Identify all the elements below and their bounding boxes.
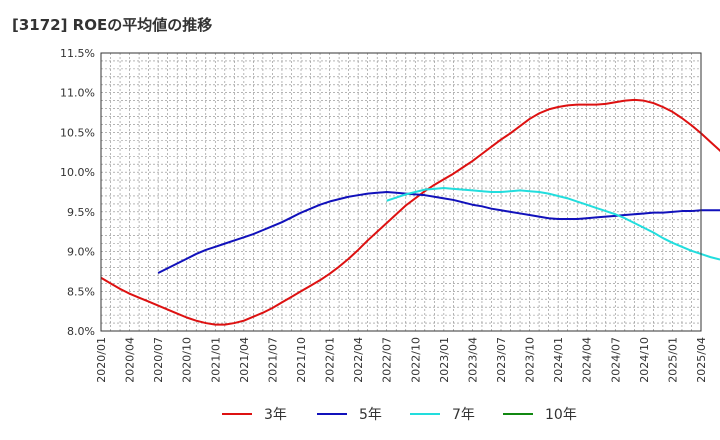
- legend-label: 10年: [545, 407, 577, 423]
- x-tick-label: 2024/04: [581, 337, 594, 383]
- legend-label: 5年: [359, 407, 382, 423]
- x-tick-label: 2022/10: [409, 337, 422, 383]
- y-tick-label: 11.5%: [60, 47, 95, 60]
- x-tick-label: 2021/10: [295, 337, 308, 383]
- legend: 3年 5年 7年 10年: [222, 407, 577, 423]
- series-lines: [100, 98, 720, 326]
- y-tick-label: 9.0%: [67, 246, 95, 259]
- x-tick-label: 2025/04: [695, 337, 708, 383]
- x-axis-ticks: 2020/01 2020/04 2020/07 2020/10 2021/01 2021/…: [95, 337, 708, 383]
- y-tick-label: 10.5%: [60, 126, 95, 139]
- y-axis-ticks: 8.0% 8.5% 9.0% 9.5% 10.0% 10.5% 11.0% 11.5%: [60, 47, 95, 338]
- legend-label: 3年: [264, 407, 287, 423]
- x-tick-label: 2024/07: [609, 337, 622, 383]
- y-tick-label: 9.5%: [67, 206, 95, 219]
- x-tick-label: 2020/10: [181, 337, 194, 383]
- y-tick-label: 8.5%: [67, 285, 95, 298]
- x-tick-label: 2025/01: [666, 337, 679, 383]
- x-tick-label: 2023/01: [438, 337, 451, 383]
- x-tick-label: 2021/07: [266, 337, 279, 383]
- chart-title: [3172] ROEの平均値の推移: [12, 16, 213, 34]
- series-line-7年: [386, 187, 720, 261]
- grid-lines: [100, 52, 702, 332]
- x-tick-label: 2023/07: [495, 337, 508, 383]
- y-tick-label: 10.0%: [60, 166, 95, 179]
- plot-frame: [100, 52, 702, 332]
- x-tick-label: 2023/04: [466, 337, 479, 383]
- x-tick-label: 2022/04: [352, 337, 365, 383]
- series-line-3年: [100, 98, 720, 326]
- x-tick-label: 2020/04: [124, 337, 137, 383]
- x-tick-label: 2023/10: [524, 337, 537, 383]
- series-line-5年: [157, 191, 720, 274]
- legend-label: 7年: [452, 407, 475, 423]
- y-tick-label: 11.0%: [60, 87, 95, 100]
- y-tick-label: 8.0%: [67, 325, 95, 338]
- x-tick-label: 2024/10: [638, 337, 651, 383]
- x-tick-label: 2020/01: [95, 337, 108, 383]
- x-tick-label: 2021/04: [238, 337, 251, 383]
- x-tick-label: 2024/01: [552, 337, 565, 383]
- x-tick-label: 2021/01: [209, 337, 222, 383]
- x-tick-label: 2022/01: [324, 337, 337, 383]
- x-tick-label: 2022/07: [381, 337, 394, 383]
- x-tick-label: 2020/07: [152, 337, 165, 383]
